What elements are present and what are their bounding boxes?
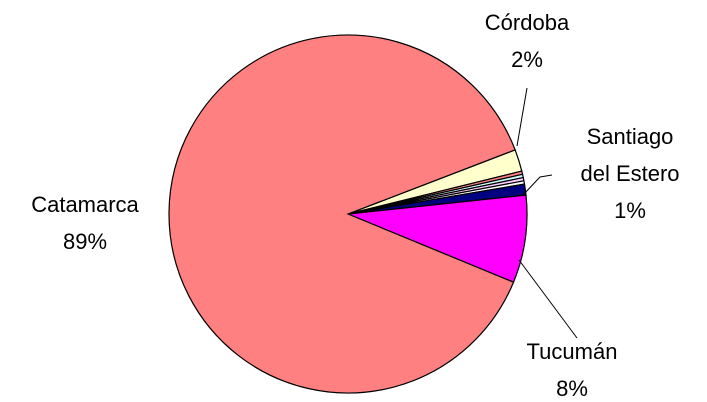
slice-percent: 89% (62, 229, 108, 254)
slice-label: Córdoba 2% (452, 4, 602, 78)
leader-line (518, 259, 578, 339)
pie-slice (168, 34, 516, 394)
leader-line (516, 87, 528, 147)
leader-line (522, 174, 553, 196)
slice-label: Tucumán 8% (497, 333, 647, 402)
slice-name: Córdoba (484, 10, 570, 35)
slice-name: Catamarca (31, 192, 139, 217)
slice-label: Santiago del Estero 1% (555, 118, 705, 229)
slice-percent: 2% (511, 47, 543, 72)
slice-name: Santiago del Estero (580, 124, 680, 186)
slice-percent: 8% (556, 376, 588, 401)
slice-percent: 1% (614, 198, 646, 223)
slice-label: Catamarca 89% (10, 186, 160, 260)
slice-name: Tucumán (526, 339, 618, 364)
